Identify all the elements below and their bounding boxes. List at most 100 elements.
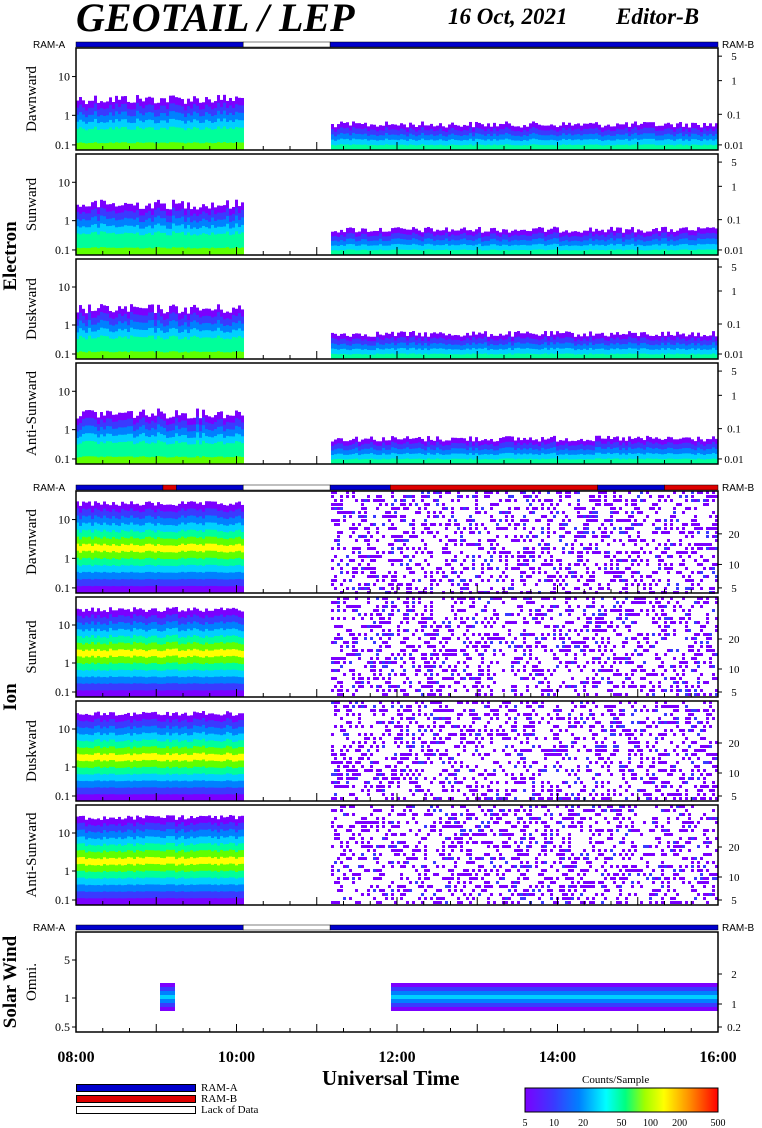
- spectrogram-cell: [385, 138, 388, 145]
- spectrogram-cell: [691, 342, 694, 349]
- spectrogram-cell: [676, 337, 679, 344]
- spectrogram-cell: [76, 557, 79, 566]
- spectrogram-cell: [349, 249, 352, 256]
- spectrogram-cell: [175, 240, 178, 249]
- spectrogram-cell: [412, 134, 415, 141]
- spectrogram-cell: [565, 353, 568, 360]
- spectrogram-cell: [577, 354, 580, 360]
- spectrogram-cell: [571, 145, 574, 151]
- spectrogram-cell: [211, 564, 214, 573]
- spectrogram-cell: [703, 238, 706, 245]
- spectrogram-cell: [460, 443, 463, 449]
- spectrogram-cell: [88, 304, 91, 313]
- spectrogram-cell: [154, 443, 157, 451]
- spectrogram-cell: [193, 103, 196, 113]
- spectrogram-cell: [349, 145, 352, 151]
- spectrogram-cell: [139, 222, 142, 230]
- spectrogram-cell: [100, 136, 103, 144]
- spectrogram-cell: [205, 127, 208, 136]
- spectrogram-cell: [583, 123, 586, 130]
- spectrogram-cell: [178, 240, 181, 249]
- spectrogram-cell: [682, 244, 685, 251]
- spectrogram-cell: [160, 142, 163, 151]
- spectrogram-cell: [685, 448, 688, 454]
- spectrogram-cell: [196, 307, 199, 316]
- spectrogram-cell: [97, 329, 100, 338]
- spectrogram-cell: [166, 338, 169, 347]
- spectrogram-cell: [514, 454, 517, 460]
- spectrogram-cell: [655, 442, 658, 449]
- spectrogram-cell: [517, 458, 520, 465]
- spectrogram-cell: [628, 458, 631, 465]
- spectrogram-cell: [190, 571, 193, 580]
- spectrogram-cell: [391, 144, 394, 151]
- spectrogram-cell: [121, 557, 124, 566]
- spectrogram-cell: [706, 145, 709, 151]
- spectrogram-cell: [121, 308, 124, 317]
- spectrogram-cell: [163, 572, 166, 580]
- spectrogram-cell: [226, 100, 229, 109]
- spectrogram-cell: [88, 557, 91, 566]
- spectrogram-cell: [685, 243, 688, 250]
- spectrogram-cell: [670, 437, 673, 444]
- spectrogram-cell: [151, 420, 154, 429]
- spectrogram-cell: [172, 142, 175, 151]
- spectrogram-cell: [385, 121, 388, 128]
- spectrogram-cell: [415, 349, 418, 355]
- spectrogram-cell: [520, 141, 523, 147]
- spectrogram-cell: [190, 215, 193, 223]
- spectrogram-cell: [679, 339, 682, 345]
- spectrogram-cell: [94, 126, 97, 135]
- spectrogram-cell: [100, 231, 103, 240]
- spectrogram-cell: [181, 338, 184, 347]
- spectrogram-cell: [430, 343, 433, 350]
- spectrogram-cell: [217, 517, 220, 526]
- spectrogram-cell: [109, 112, 112, 121]
- spectrogram-cell: [121, 522, 124, 531]
- spectrogram-cell: [481, 444, 484, 451]
- spectrogram-cell: [661, 145, 664, 151]
- spectrogram-cell: [361, 459, 364, 465]
- spectrogram-cell: [670, 124, 673, 130]
- spectrogram-cell: [382, 145, 385, 151]
- spectrogram-cell: [103, 208, 106, 217]
- spectrogram-cell: [181, 208, 184, 218]
- spectrogram-cell: [160, 309, 163, 317]
- spectrogram-cell: [184, 314, 187, 323]
- spectrogram-cell: [418, 442, 421, 449]
- spectrogram-cell: [562, 138, 565, 145]
- spectrogram-cell: [187, 352, 190, 360]
- spectrogram-cell: [592, 134, 595, 140]
- spectrogram-cell: [622, 232, 625, 238]
- spectrogram-cell: [88, 312, 91, 321]
- spectrogram-cell: [445, 141, 448, 147]
- spectrogram-cell: [514, 337, 517, 344]
- spectrogram-cell: [145, 105, 148, 114]
- spectrogram-cell: [124, 558, 127, 566]
- spectrogram-cell: [109, 572, 112, 580]
- spectrogram-cell: [76, 226, 79, 234]
- spectrogram-cell: [670, 239, 673, 246]
- spectrogram-cell: [352, 144, 355, 151]
- spectrogram-cell: [604, 335, 607, 341]
- spectrogram-cell: [490, 136, 493, 142]
- spectrogram-cell: [154, 450, 157, 458]
- spectrogram-cell: [112, 572, 115, 580]
- spectrogram-cell: [382, 236, 385, 242]
- spectrogram-cell: [124, 544, 127, 553]
- spectrogram-cell: [550, 447, 553, 454]
- spectrogram-cell: [343, 139, 346, 146]
- spectrogram-cell: [514, 348, 517, 355]
- spectrogram-cell: [94, 216, 97, 225]
- spectrogram-cell: [595, 244, 598, 251]
- spectrogram-cell: [133, 129, 136, 137]
- spectrogram-cell: [673, 340, 676, 346]
- spectrogram-cell: [334, 555, 337, 558]
- spectrogram-cell: [91, 456, 94, 465]
- spectrogram-cell: [148, 430, 151, 438]
- spectrogram-cell: [331, 559, 334, 562]
- spectrogram-cell: [190, 307, 193, 315]
- spectrogram-cell: [667, 337, 670, 344]
- spectrogram-cell: [508, 336, 511, 343]
- spectrogram-cell: [613, 339, 616, 345]
